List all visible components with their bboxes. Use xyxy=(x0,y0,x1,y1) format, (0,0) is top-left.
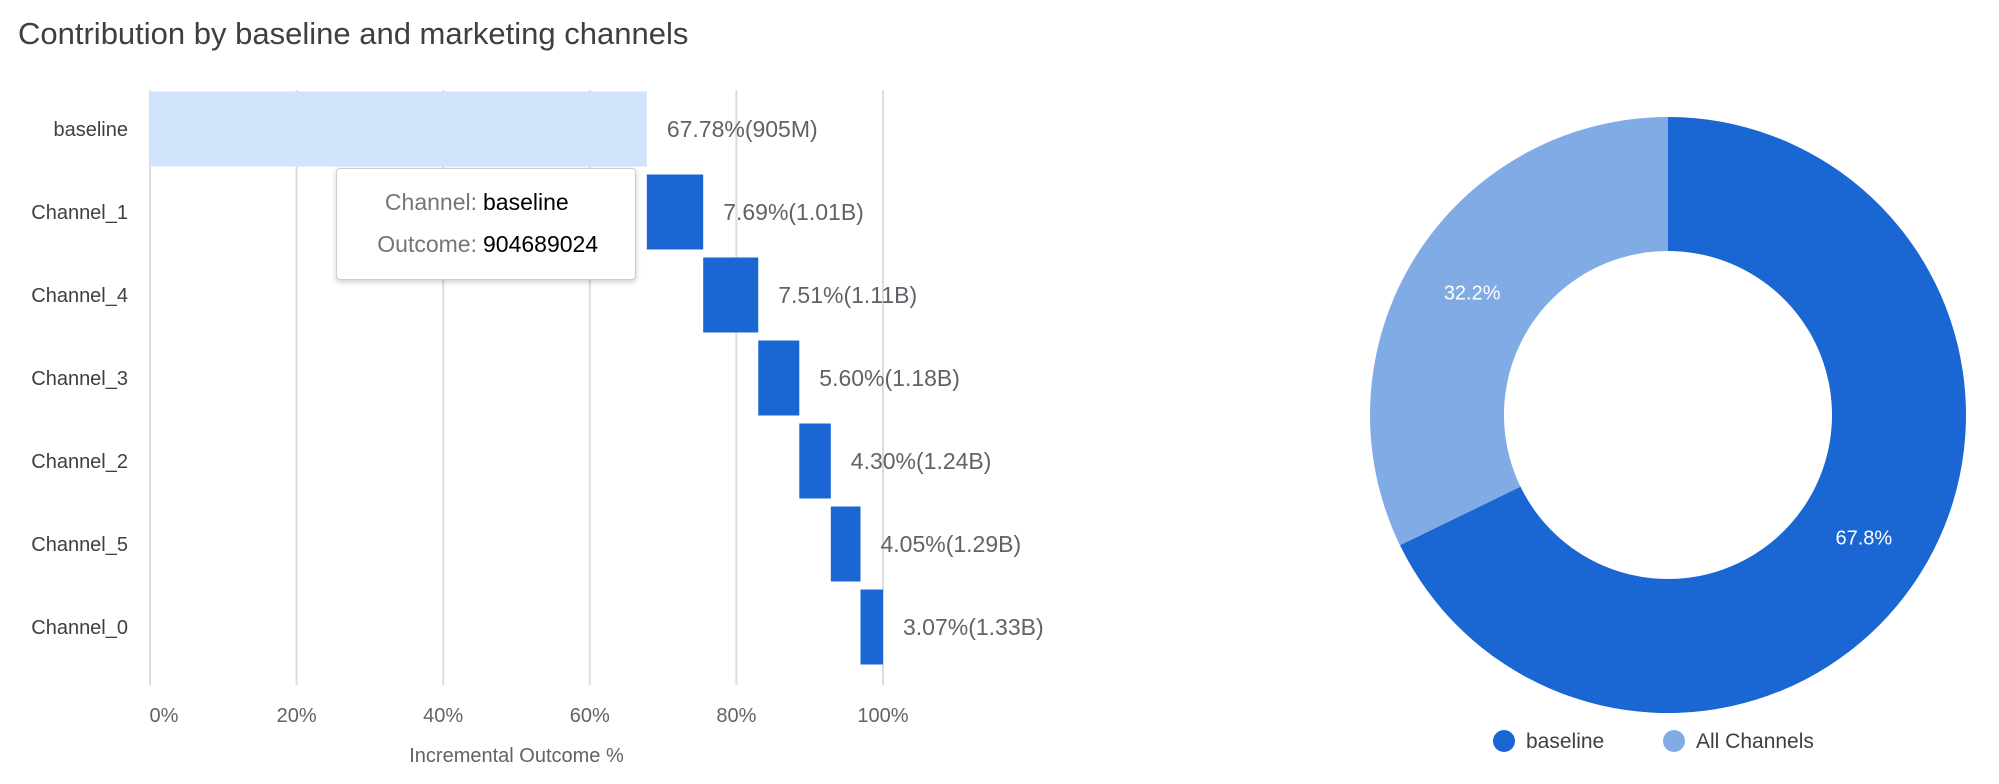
donut-slice-baseline xyxy=(1399,117,1966,713)
category-label: Channel_1 xyxy=(31,202,128,224)
legend-marker xyxy=(1493,730,1515,752)
x-tick-label: 60% xyxy=(570,705,610,727)
tooltip-outcome-value: 904689024 xyxy=(483,231,599,257)
category-label: Channel_5 xyxy=(31,534,128,556)
x-axis-label: Incremental Outcome % xyxy=(409,745,624,767)
data-label: 4.05%(1.29B) xyxy=(880,531,1021,557)
bar-Channel_1 xyxy=(646,174,704,250)
bar-Channel_4 xyxy=(703,257,759,333)
bar-Channel_2 xyxy=(799,423,831,499)
legend-marker xyxy=(1663,730,1685,752)
bar-Channel_0 xyxy=(860,589,883,665)
data-label: 7.69%(1.01B) xyxy=(723,199,864,225)
data-label: 67.78%(905M) xyxy=(667,116,818,142)
category-label: Channel_4 xyxy=(31,285,128,307)
bar-baseline xyxy=(150,91,647,167)
bar-Channel_5 xyxy=(830,506,861,582)
legend-label: All Channels xyxy=(1696,730,1814,753)
x-tick-label: 100% xyxy=(857,705,908,727)
data-label: 5.60%(1.18B) xyxy=(819,365,960,391)
category-label: Channel_0 xyxy=(31,617,128,639)
tooltip-outcome-key: Outcome: xyxy=(377,231,477,257)
x-tick-label: 20% xyxy=(277,705,317,727)
slice-label: 67.8% xyxy=(1835,528,1892,550)
legend-label: baseline xyxy=(1526,730,1604,753)
tooltip-channel-key: Channel: xyxy=(384,189,477,215)
x-tick-label: 0% xyxy=(150,705,179,727)
bar-Channel_3 xyxy=(758,340,800,416)
category-label: Channel_2 xyxy=(31,451,128,473)
data-label: 4.30%(1.24B) xyxy=(851,448,992,474)
slice-label: 32.2% xyxy=(1444,282,1501,304)
data-label: 3.07%(1.33B) xyxy=(903,614,1044,640)
data-label: 7.51%(1.11B) xyxy=(778,282,917,308)
donut-slice-all-channels xyxy=(1370,116,1668,546)
category-label: baseline xyxy=(53,119,128,141)
category-label: Channel_3 xyxy=(31,368,128,390)
tooltip: Channel: baseline Outcome: 904689024 xyxy=(336,168,636,280)
chart-title: Contribution by baseline and marketing c… xyxy=(18,16,689,51)
tooltip-channel-value: baseline xyxy=(483,189,569,215)
x-tick-label: 80% xyxy=(716,705,756,727)
x-tick-label: 40% xyxy=(423,705,463,727)
